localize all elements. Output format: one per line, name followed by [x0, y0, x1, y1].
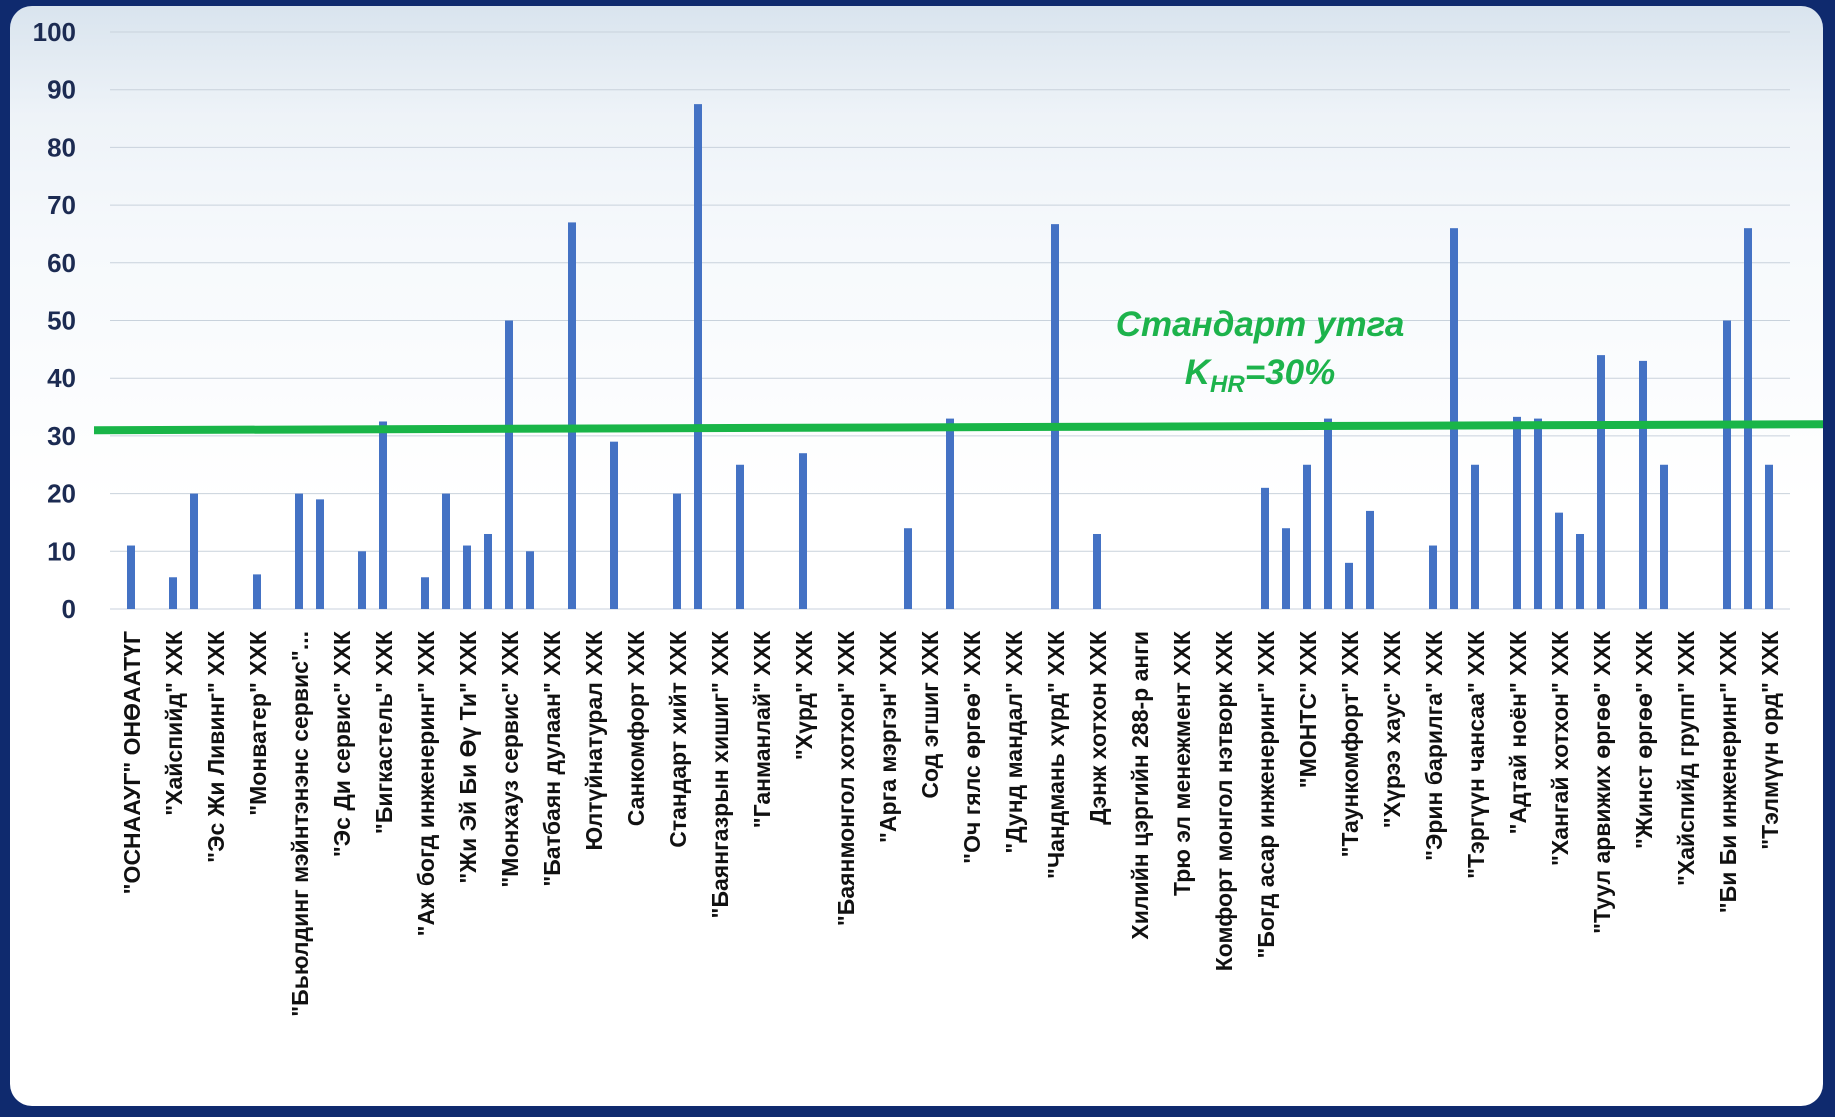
- x-tick-label: "МОНТС" ХХК: [1295, 630, 1321, 788]
- x-tick-label: "Хайспийд" ХХК: [161, 630, 187, 816]
- bar: [358, 551, 366, 609]
- x-tick-label: Санкомфорт ХХК: [623, 630, 649, 826]
- y-tick-label: 80: [47, 132, 76, 162]
- bar: [295, 493, 303, 609]
- y-tick-label: 20: [47, 479, 76, 509]
- x-tick-label: "Оч гялс өргөө" ХХК: [959, 630, 985, 864]
- x-tick-label: "Баянмонгол хотхон" ХХК: [833, 630, 859, 926]
- bar: [484, 533, 492, 609]
- y-tick-label: 90: [47, 75, 76, 105]
- bar: [379, 421, 387, 609]
- x-tick-label: Юлтүйнатурал ХХК: [581, 630, 607, 850]
- bar: [505, 320, 513, 609]
- bar: [442, 493, 450, 609]
- bar: [904, 528, 912, 609]
- x-tick-label: Комфорт монгол нэтворк ХХК: [1211, 630, 1237, 971]
- bar: [190, 493, 198, 609]
- bar: [253, 574, 261, 609]
- x-tick-label: Стандарт хийт ХХК: [665, 630, 691, 848]
- x-tick-label: "Эс Жи Ливинг" ХХК: [203, 630, 229, 863]
- bar: [1303, 464, 1311, 609]
- y-tick-label: 30: [47, 421, 76, 451]
- bar: [127, 545, 135, 609]
- x-tick-label: "Эс Ди сервис" ХХК: [329, 630, 355, 857]
- x-tick-label: "Жинст өргөө" ХХК: [1631, 630, 1657, 849]
- x-tick-label: "Хайспийд групп" ХХК: [1673, 630, 1699, 886]
- bar: [1366, 510, 1374, 609]
- bar: [1534, 418, 1542, 609]
- bar: [1051, 224, 1059, 610]
- bar: [1723, 320, 1731, 609]
- bar: [1471, 464, 1479, 609]
- y-tick-label: 10: [47, 536, 76, 566]
- x-tick-label: "Монватер" ХХК: [245, 630, 271, 816]
- x-tick-label: "Богд асар инженеринг" ХХК: [1253, 630, 1279, 958]
- bar: [799, 453, 807, 609]
- x-tick-label: "Тэргүүн чансаа" ХХК: [1463, 630, 1489, 879]
- bar: [610, 441, 618, 609]
- x-tick-label: Хилийн цэргийн 288-р анги: [1127, 631, 1153, 940]
- x-tick-label: "Ганманлай" ХХК: [749, 630, 775, 828]
- bar: [1555, 512, 1563, 609]
- bar: [421, 577, 429, 609]
- x-tick-label: "Таункомфорт" ХХК: [1337, 630, 1363, 857]
- x-tick-label: "Би Би инженеринг" ХХК: [1715, 630, 1741, 913]
- bar: [1744, 228, 1752, 609]
- x-tick-label: "Адтай ноён" ХХК: [1505, 630, 1531, 834]
- x-tick-label: "Хүрээ хаус" ХХК: [1379, 630, 1405, 828]
- bar: [316, 499, 324, 609]
- x-tick-label: "Арга мэргэн" ХХК: [875, 630, 901, 843]
- x-tick-label: "Хангай хотхон" ХХК: [1547, 630, 1573, 866]
- bar: [673, 493, 681, 609]
- bar: [1765, 464, 1773, 609]
- bar: [463, 545, 471, 609]
- bar: [694, 104, 702, 609]
- bar: [1513, 416, 1521, 609]
- bar: [1597, 355, 1605, 609]
- y-tick-label: 50: [47, 306, 76, 336]
- x-tick-label: Трю эл менежмент ХХК: [1169, 630, 1195, 896]
- y-tick-label: 0: [62, 594, 76, 624]
- x-tick-label: "Бьюлдинг мэйнтэнэнс сервис"...: [287, 631, 313, 1017]
- y-tick-label: 60: [47, 248, 76, 278]
- x-tick-label: "ОСНААУГ" ОНӨААТҮГ: [119, 631, 145, 894]
- bar: [169, 577, 177, 609]
- x-tick-label: "Батбаян дулаан" ХХК: [539, 630, 565, 887]
- bar: [1639, 360, 1647, 609]
- x-tick-label: "Хүрд" ХХК: [791, 630, 817, 760]
- x-tick-label: Сод эгшиг ХХК: [917, 630, 943, 799]
- bar: [946, 418, 954, 609]
- bar: [1345, 562, 1353, 609]
- x-tick-label: Дэнж хотхон ХХК: [1085, 630, 1111, 825]
- bar: [526, 551, 534, 609]
- bar: [568, 222, 576, 609]
- x-tick-label: "Туул арвижих өргөө" ХХК: [1589, 630, 1615, 934]
- x-tick-label: "Чандмань хүрд" ХХК: [1043, 630, 1069, 879]
- standard-label-value: KHR=30%: [1185, 353, 1335, 398]
- chart-frame: 0 10 20 30 40 50 60 70 80 90 100 "ОСНААУГ" ОНӨААТҮГ…: [10, 6, 1823, 1106]
- x-tick-label: "Монхауз сервис" ХХК: [497, 630, 523, 888]
- bar: [1429, 545, 1437, 609]
- standard-line: [93, 420, 1823, 435]
- bar: [1324, 418, 1332, 609]
- standard-label-title: Стандарт утга: [1116, 305, 1405, 344]
- y-tick-label: 40: [47, 363, 76, 393]
- x-tick-label: "Жи Эй Би Өү Ти" ХХК: [455, 630, 481, 884]
- y-tick-label: 70: [47, 190, 76, 220]
- x-tick-label: "Тэлмүүн орд" ХХК: [1757, 630, 1783, 850]
- bar: [1261, 487, 1269, 609]
- x-tick-label: "Эрин барилга" ХХК: [1421, 630, 1447, 861]
- bar: [736, 464, 744, 609]
- bar: [1282, 528, 1290, 609]
- x-tick-label: "Аж богд инженеринг" ХХК: [413, 630, 439, 936]
- x-tick-label: "Дунд мандал" ХХК: [1001, 630, 1027, 854]
- bar: [1450, 228, 1458, 609]
- bar: [1093, 533, 1101, 609]
- x-tick-label: "Бигкастель" ХХК: [371, 630, 397, 834]
- x-tick-label: "Баянгазрын хишиг" ХХК: [707, 630, 733, 918]
- bar-chart: 0 10 20 30 40 50 60 70 80 90 100 "ОСНААУГ" ОНӨААТҮГ…: [33, 17, 1823, 1017]
- bar: [1660, 464, 1668, 609]
- y-tick-label: 100: [33, 17, 76, 47]
- bar: [1576, 533, 1584, 609]
